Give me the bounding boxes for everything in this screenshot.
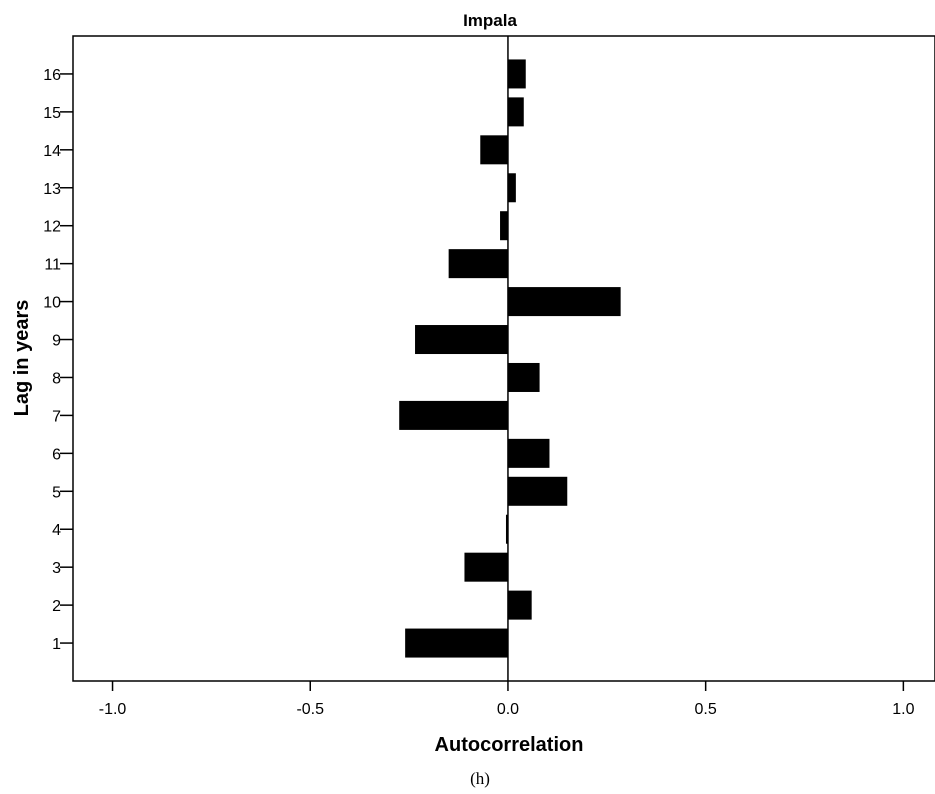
- y-tick-label: 3: [52, 560, 61, 577]
- bar-lag-16: [507, 59, 526, 89]
- x-tick-label: 1.0: [892, 701, 914, 718]
- bar-lag-1: [405, 628, 508, 658]
- bar-lag-13: [507, 173, 516, 203]
- bar-lag-10: [507, 287, 621, 317]
- y-tick-label: 13: [43, 181, 61, 198]
- bar-lag-14: [480, 135, 508, 165]
- x-axis-label: Autocorrelation: [435, 734, 584, 756]
- y-tick-label: 2: [52, 598, 61, 615]
- bars: [399, 59, 621, 658]
- y-tick-label: 10: [43, 295, 61, 312]
- x-tick-label: 0.0: [497, 701, 519, 718]
- plot-frame: [72, 35, 935, 682]
- y-tick-label: 8: [52, 370, 61, 387]
- y-tick-label: 1: [52, 636, 61, 653]
- y-tick-label: 4: [52, 522, 61, 539]
- x-tick-label: -0.5: [296, 701, 324, 718]
- bar-lag-7: [399, 400, 508, 430]
- bar-lag-11: [448, 249, 508, 279]
- bar-lag-15: [507, 97, 524, 127]
- x-tick-label: 0.5: [695, 701, 717, 718]
- y-tick-label: 12: [43, 219, 61, 236]
- y-tick-label: 5: [52, 484, 61, 501]
- bar-lag-8: [507, 362, 540, 392]
- x-tick-label: -1.0: [99, 701, 127, 718]
- y-tick-label: 7: [52, 408, 61, 425]
- y-tick-label: 15: [43, 105, 61, 122]
- y-tick-label: 9: [52, 333, 61, 350]
- bar-lag-4: [505, 514, 508, 544]
- y-tick-label: 14: [43, 143, 61, 160]
- bar-lag-9: [415, 325, 508, 355]
- y-axis-label: Lag in years: [11, 300, 33, 417]
- chart-title: Impala: [463, 11, 517, 30]
- figure-caption: (h): [470, 769, 490, 788]
- bar-lag-3: [464, 552, 508, 582]
- bar-lag-12: [500, 211, 508, 241]
- y-tick-label: 6: [52, 446, 61, 463]
- bar-lag-6: [507, 438, 550, 468]
- bar-lag-2: [507, 590, 532, 620]
- bar-lag-5: [507, 476, 568, 506]
- y-tick-label: 11: [44, 257, 61, 274]
- y-tick-label: 16: [43, 67, 61, 84]
- x-axis-ticks: -1.0 -0.5 0.0 0.5 1.0: [99, 681, 915, 718]
